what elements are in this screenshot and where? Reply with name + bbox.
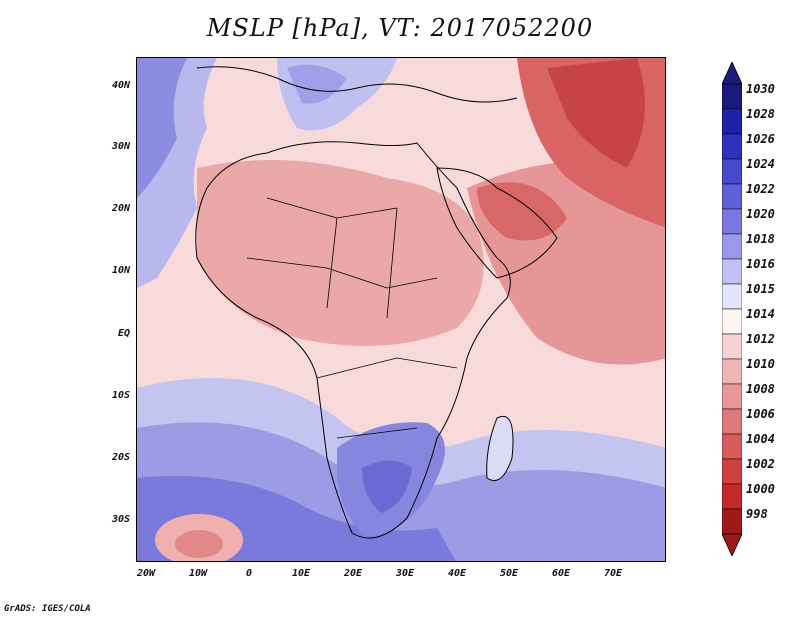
- colorbar-bottom-arrow: [722, 533, 742, 556]
- colorbar-segment: [722, 483, 742, 510]
- chart-title: MSLP [hPa], VT: 2017052200: [206, 14, 594, 42]
- colorbar: [722, 62, 742, 556]
- colorbar-label: 1002: [746, 457, 775, 471]
- colorbar-segment: [722, 83, 742, 110]
- colorbar-segment: [722, 283, 742, 310]
- colorbar-label: 1030: [746, 82, 775, 96]
- colorbar-segment: [722, 408, 742, 435]
- colorbar-label: 1014: [746, 307, 775, 321]
- colorbar-segment: [722, 108, 742, 135]
- colorbar-label: 1010: [746, 357, 775, 371]
- x-tick-label: 50E: [499, 568, 519, 579]
- colorbar-top-arrow: [722, 62, 742, 85]
- colorbar-label: 1018: [746, 232, 775, 246]
- colorbar-label: 1004: [746, 432, 775, 446]
- colorbar-label: 1024: [746, 157, 775, 171]
- y-tick-label: 30S: [111, 514, 130, 525]
- colorbar-segment: [722, 333, 742, 360]
- colorbar-label: 1008: [746, 382, 775, 396]
- x-tick-label: 70E: [603, 568, 623, 579]
- x-tick-label: 40E: [447, 568, 467, 579]
- colorbar-label: 1020: [746, 207, 775, 221]
- colorbar-label: 1012: [746, 332, 775, 346]
- x-tick-label: 60E: [551, 568, 571, 579]
- x-tick-label: 20W: [136, 568, 156, 579]
- colorbar-segment: [722, 183, 742, 210]
- pressure-field-map: [137, 58, 665, 561]
- y-tick-label: 20S: [111, 452, 130, 463]
- colorbar-label: 1022: [746, 182, 775, 196]
- y-tick-label: 20N: [111, 203, 130, 214]
- colorbar-segment: [722, 258, 742, 285]
- colorbar-segment: [722, 133, 742, 160]
- y-tick-label: 10S: [111, 390, 130, 401]
- credit-text: GrADS: IGES/COLA: [4, 604, 91, 614]
- colorbar-label: 1028: [746, 107, 775, 121]
- y-tick-label: 10N: [111, 265, 130, 276]
- colorbar-segment: [722, 208, 742, 235]
- map-panel: [136, 57, 666, 562]
- colorbar-segment: [722, 358, 742, 385]
- colorbar-label: 1016: [746, 257, 775, 271]
- x-tick-label: 0: [245, 568, 253, 579]
- colorbar-segment: [722, 508, 742, 535]
- y-tick-label: EQ: [117, 328, 130, 339]
- y-tick-label: 40N: [111, 80, 130, 91]
- colorbar-label: 998: [746, 507, 768, 521]
- colorbar-label: 1015: [746, 282, 775, 296]
- colorbar-segment: [722, 158, 742, 185]
- colorbar-label: 1026: [746, 132, 775, 146]
- x-tick-label: 10W: [188, 568, 208, 579]
- y-tick-label: 30N: [111, 141, 130, 152]
- colorbar-segment: [722, 383, 742, 410]
- colorbar-segment: [722, 458, 742, 485]
- colorbar-segments: [722, 83, 742, 535]
- colorbar-segment: [722, 433, 742, 460]
- colorbar-label: 1006: [746, 407, 775, 421]
- colorbar-segment: [722, 233, 742, 260]
- x-tick-label: 10E: [291, 568, 311, 579]
- colorbar-label: 1000: [746, 482, 775, 496]
- x-tick-label: 20E: [343, 568, 363, 579]
- x-tick-label: 30E: [395, 568, 415, 579]
- colorbar-segment: [722, 308, 742, 335]
